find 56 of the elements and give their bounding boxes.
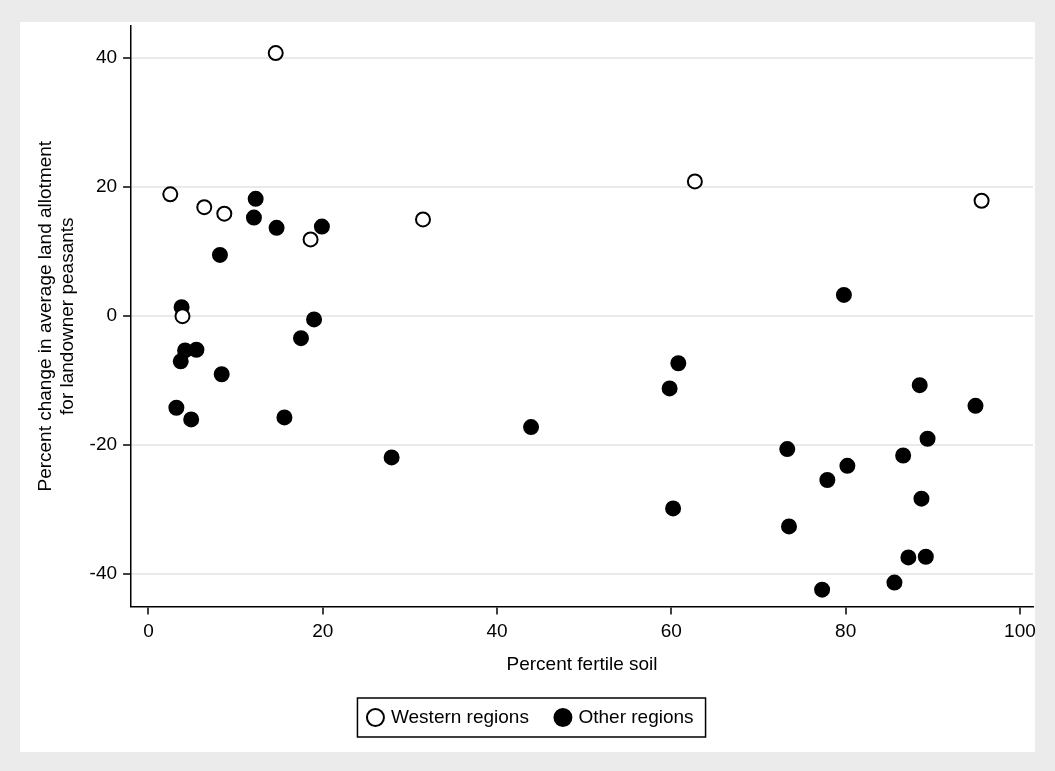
point	[670, 355, 687, 372]
point	[895, 447, 912, 464]
point	[523, 419, 540, 436]
point	[302, 231, 319, 248]
y-tick-label: -40	[89, 562, 118, 584]
point	[196, 199, 213, 216]
point	[267, 45, 284, 62]
point	[886, 574, 903, 591]
point	[917, 548, 934, 565]
point	[162, 186, 179, 203]
point	[313, 218, 330, 235]
point	[665, 500, 682, 517]
x-tick-label: 40	[486, 620, 508, 642]
x-tick-label: 20	[312, 620, 334, 642]
point	[247, 190, 264, 207]
point	[174, 308, 191, 325]
point	[835, 286, 852, 303]
point	[188, 341, 205, 358]
point	[213, 366, 230, 383]
point	[414, 211, 431, 228]
point	[686, 173, 703, 190]
point	[819, 472, 836, 488]
point	[168, 399, 185, 416]
point	[216, 205, 233, 222]
point	[383, 449, 400, 466]
y-axis-title: Percent change in average land allotment for landowner peasants	[33, 140, 78, 492]
point	[781, 518, 797, 535]
x-axis-title: Percent fertile soil	[506, 652, 658, 674]
legend-label: Other regions	[578, 705, 694, 727]
y-tick-label: 40	[95, 46, 118, 68]
point	[292, 330, 309, 347]
y-tick-label: -20	[89, 433, 118, 455]
point	[183, 411, 200, 428]
point	[913, 490, 930, 507]
point	[900, 549, 917, 566]
point	[661, 380, 678, 397]
point	[814, 581, 831, 598]
x-tick-label: 100	[1004, 620, 1036, 642]
point	[919, 430, 936, 447]
y-tick-label: 20	[95, 175, 118, 197]
point	[779, 441, 796, 458]
point	[245, 209, 262, 226]
x-tick-label: 80	[835, 620, 857, 642]
point	[306, 311, 323, 328]
y-tick-label: 0	[106, 304, 118, 326]
point	[839, 457, 856, 474]
point	[973, 192, 990, 209]
point	[172, 353, 189, 370]
point	[211, 246, 228, 263]
x-tick-label: 0	[143, 620, 154, 642]
point	[268, 219, 285, 236]
point	[911, 377, 928, 394]
point	[276, 409, 293, 426]
legend-label: Western regions	[390, 705, 529, 727]
x-tick-label: 60	[660, 620, 682, 642]
point	[967, 397, 984, 414]
